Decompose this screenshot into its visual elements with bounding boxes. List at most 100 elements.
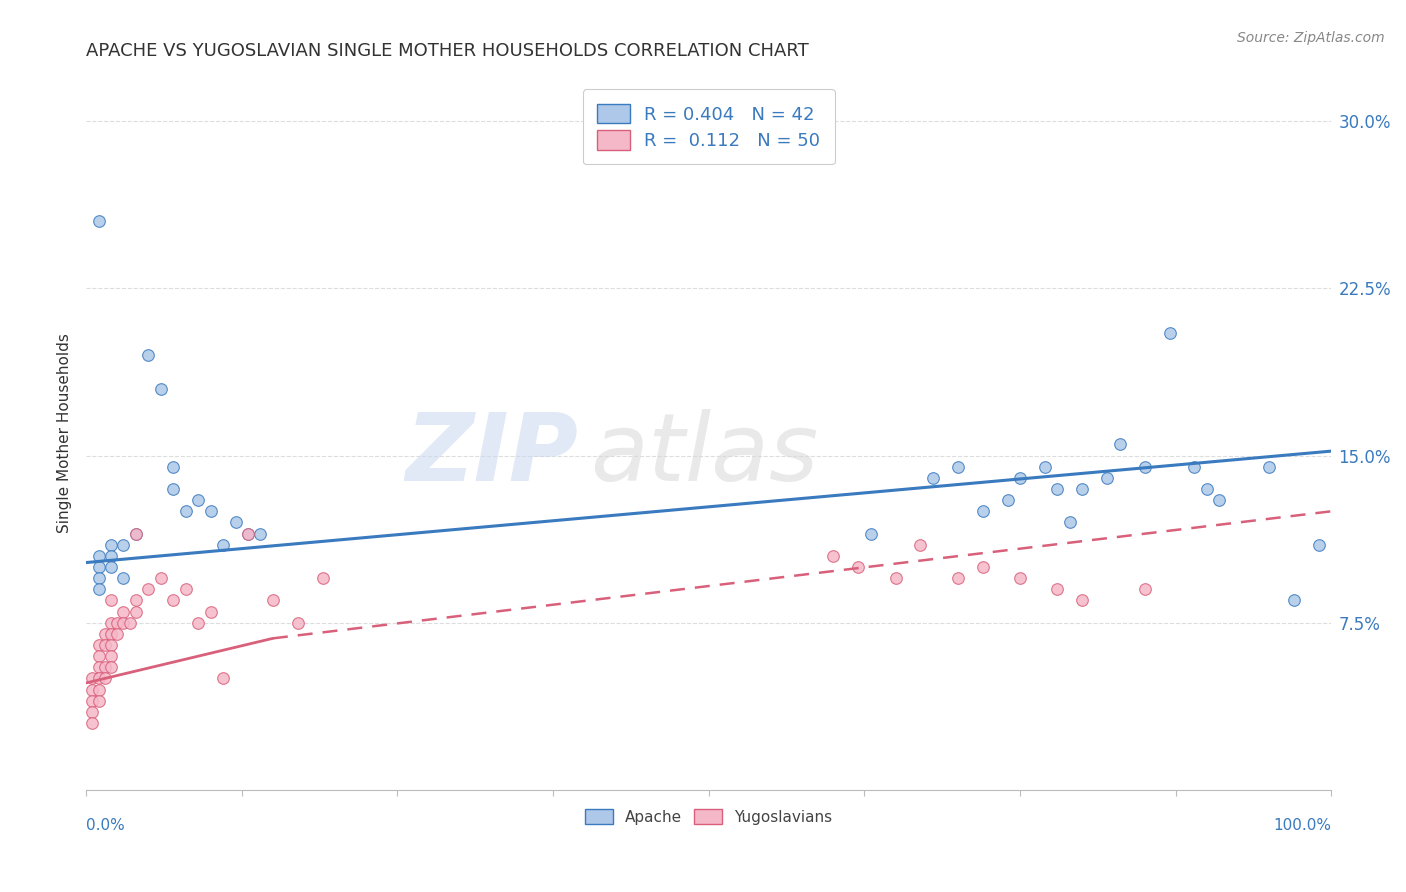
Point [94, 627, 117, 641]
Point [100, 660, 122, 674]
Point [82, 705, 104, 719]
Point [162, 459, 184, 474]
Point [100, 649, 122, 664]
Point [94, 638, 117, 652]
Point [87, 660, 110, 674]
Y-axis label: Single Mother Households: Single Mother Households [58, 334, 72, 533]
Point [112, 605, 135, 619]
Point [249, 526, 271, 541]
Point [1046, 582, 1069, 597]
Point [82, 694, 104, 708]
Point [200, 605, 222, 619]
Point [105, 615, 128, 630]
Point [1033, 459, 1056, 474]
Point [1010, 571, 1032, 585]
Point [174, 504, 197, 518]
Point [1308, 538, 1330, 552]
Point [859, 526, 882, 541]
Text: 100.0%: 100.0% [1274, 819, 1331, 833]
Point [846, 560, 869, 574]
Point [910, 538, 932, 552]
Point [162, 593, 184, 607]
Point [212, 538, 235, 552]
Point [262, 593, 284, 607]
Point [87, 638, 110, 652]
Point [112, 615, 135, 630]
Point [1282, 593, 1305, 607]
Point [87, 560, 110, 574]
Point [1108, 437, 1130, 451]
Point [100, 638, 122, 652]
Point [87, 571, 110, 585]
Point [312, 571, 335, 585]
Point [100, 549, 122, 563]
Point [187, 493, 209, 508]
Point [94, 660, 117, 674]
Point [138, 582, 160, 597]
Point [100, 615, 122, 630]
Point [118, 615, 141, 630]
Point [87, 672, 110, 686]
Point [112, 538, 135, 552]
Point [946, 571, 969, 585]
Point [87, 649, 110, 664]
Point [162, 482, 184, 496]
Text: ZIP: ZIP [405, 409, 578, 500]
Point [100, 593, 122, 607]
Point [187, 615, 209, 630]
Point [1010, 471, 1032, 485]
Point [946, 459, 969, 474]
Point [1133, 582, 1156, 597]
Point [112, 571, 135, 585]
Point [82, 716, 104, 731]
Point [922, 471, 945, 485]
Point [1046, 482, 1069, 496]
Point [884, 571, 907, 585]
Point [1133, 459, 1156, 474]
Point [125, 605, 148, 619]
Point [149, 571, 172, 585]
Point [997, 493, 1019, 508]
Legend: R = 0.404   N = 42, R =  0.112   N = 50: R = 0.404 N = 42, R = 0.112 N = 50 [583, 89, 835, 164]
Point [1159, 326, 1181, 340]
Point [823, 549, 845, 563]
Point [1258, 459, 1281, 474]
Point [236, 526, 259, 541]
Point [87, 694, 110, 708]
Point [1097, 471, 1119, 485]
Point [100, 560, 122, 574]
Point [1195, 482, 1218, 496]
Point [94, 672, 117, 686]
Point [87, 214, 110, 228]
Point [87, 549, 110, 563]
Point [100, 627, 122, 641]
Point [82, 682, 104, 697]
Point [82, 672, 104, 686]
Point [100, 538, 122, 552]
Point [212, 672, 235, 686]
Point [1208, 493, 1230, 508]
Point [200, 504, 222, 518]
Point [138, 348, 160, 362]
Point [236, 526, 259, 541]
Text: Source: ZipAtlas.com: Source: ZipAtlas.com [1237, 31, 1385, 45]
Point [972, 504, 994, 518]
Point [287, 615, 309, 630]
Point [1071, 482, 1094, 496]
Point [87, 582, 110, 597]
Point [1059, 516, 1081, 530]
Point [174, 582, 197, 597]
Point [125, 526, 148, 541]
Point [225, 516, 247, 530]
Point [149, 382, 172, 396]
Text: APACHE VS YUGOSLAVIAN SINGLE MOTHER HOUSEHOLDS CORRELATION CHART: APACHE VS YUGOSLAVIAN SINGLE MOTHER HOUS… [86, 42, 808, 60]
Point [972, 560, 994, 574]
Text: atlas: atlas [591, 409, 818, 500]
Point [87, 682, 110, 697]
Point [1184, 459, 1206, 474]
Point [125, 526, 148, 541]
Text: 0.0%: 0.0% [86, 819, 125, 833]
Point [1071, 593, 1094, 607]
Point [105, 627, 128, 641]
Point [125, 593, 148, 607]
